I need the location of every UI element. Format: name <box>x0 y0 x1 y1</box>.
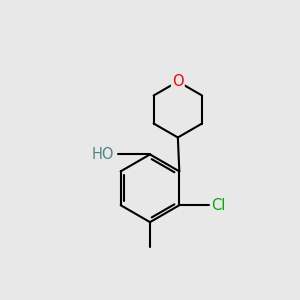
Text: Cl: Cl <box>211 198 226 213</box>
Text: O: O <box>172 74 184 89</box>
Text: HO: HO <box>92 147 114 162</box>
